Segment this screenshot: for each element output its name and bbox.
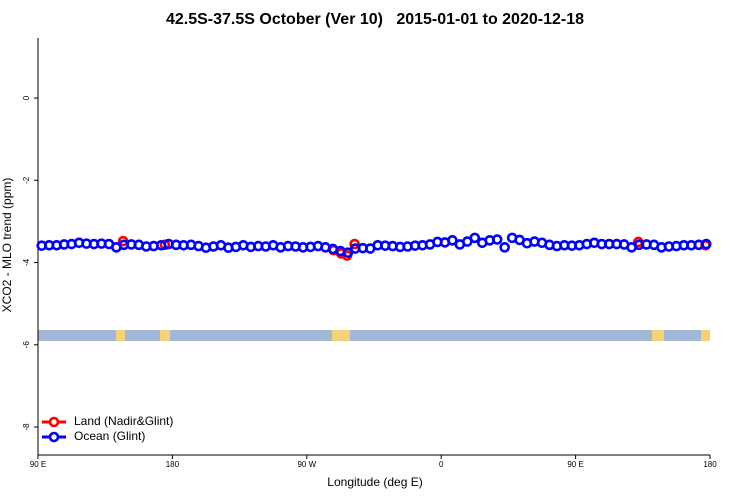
x-tick-label: 90 E [567, 460, 583, 469]
y-tick-label: -2 [22, 176, 31, 184]
land-patch [701, 330, 710, 341]
x-tick-label: 90 E [30, 460, 46, 469]
legend-label: Land (Nadir&Glint) [74, 414, 173, 428]
point [491, 234, 503, 245]
y-tick-label: -8 [22, 423, 31, 431]
y-tick-label: -4 [22, 258, 31, 266]
land-patch [160, 330, 170, 341]
point [469, 232, 481, 244]
legend-marker [48, 416, 60, 428]
x-tick-label: 180 [703, 460, 717, 469]
x-axis-label: Longitude (deg E) [327, 475, 422, 489]
land-patch [652, 330, 664, 341]
point [342, 247, 354, 258]
y-tick-label: 0 [22, 95, 31, 100]
series [36, 232, 712, 258]
chart-title: 42.5S-37.5S October (Ver 10) 2015-01-01 … [166, 11, 584, 28]
x-tick-label: 180 [166, 460, 180, 469]
ocean-strip [38, 330, 710, 341]
point [349, 238, 360, 250]
point [447, 235, 458, 246]
land-mask-strip [38, 330, 710, 341]
point [700, 238, 712, 250]
y-tick-label: -6 [22, 341, 31, 349]
land-patch [332, 330, 350, 341]
land-patch [116, 330, 125, 341]
legend-marker [48, 431, 60, 443]
point [499, 242, 510, 253]
x-tick-label: 90 W [297, 460, 316, 469]
y-axis-label: XCO2 - MLO trend (ppm) [0, 178, 14, 313]
legend-label: Ocean (Glint) [74, 429, 145, 443]
x-tick-label: 0 [439, 460, 444, 469]
